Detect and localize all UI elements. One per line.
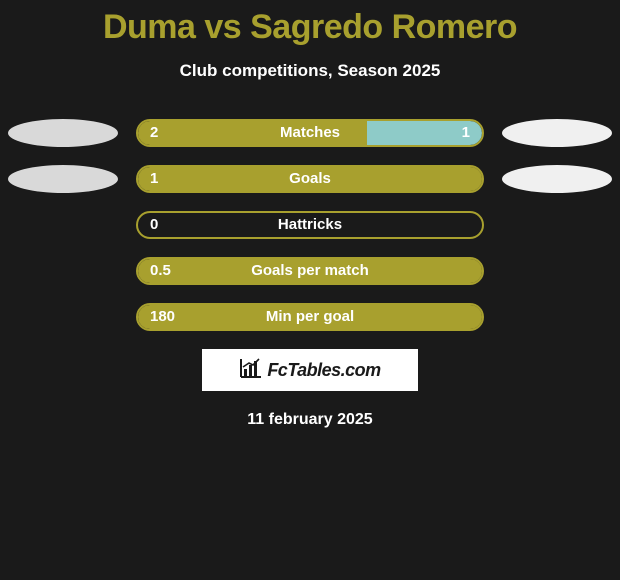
stat-row: 0.5Goals per match (0, 257, 620, 285)
stat-label: Hattricks (138, 213, 482, 237)
stats-rows: 2Matches11Goals0Hattricks0.5Goals per ma… (0, 119, 620, 331)
brand-text: FcTables.com (267, 360, 380, 381)
stat-label: Matches (138, 121, 482, 145)
stat-label: Min per goal (138, 305, 482, 329)
stat-bar: 180Min per goal (136, 303, 484, 331)
stat-row: 2Matches1 (0, 119, 620, 147)
chart-bars-icon (239, 357, 263, 384)
footer-date: 11 february 2025 (0, 411, 620, 429)
stat-value-right: 1 (462, 121, 470, 145)
stat-bar: 0Hattricks (136, 211, 484, 239)
player-right-ellipse (502, 119, 612, 147)
stat-row: 1Goals (0, 165, 620, 193)
stat-label: Goals per match (138, 259, 482, 283)
stat-bar: 2Matches1 (136, 119, 484, 147)
stat-row: 0Hattricks (0, 211, 620, 239)
brand-box: FcTables.com (202, 349, 418, 391)
player-right-ellipse (502, 165, 612, 193)
page-subtitle: Club competitions, Season 2025 (0, 61, 620, 81)
stat-bar: 1Goals (136, 165, 484, 193)
stat-bar: 0.5Goals per match (136, 257, 484, 285)
stat-row: 180Min per goal (0, 303, 620, 331)
player-left-ellipse (8, 119, 118, 147)
stat-label: Goals (138, 167, 482, 191)
player-left-ellipse (8, 165, 118, 193)
page-title: Duma vs Sagredo Romero (0, 8, 620, 47)
